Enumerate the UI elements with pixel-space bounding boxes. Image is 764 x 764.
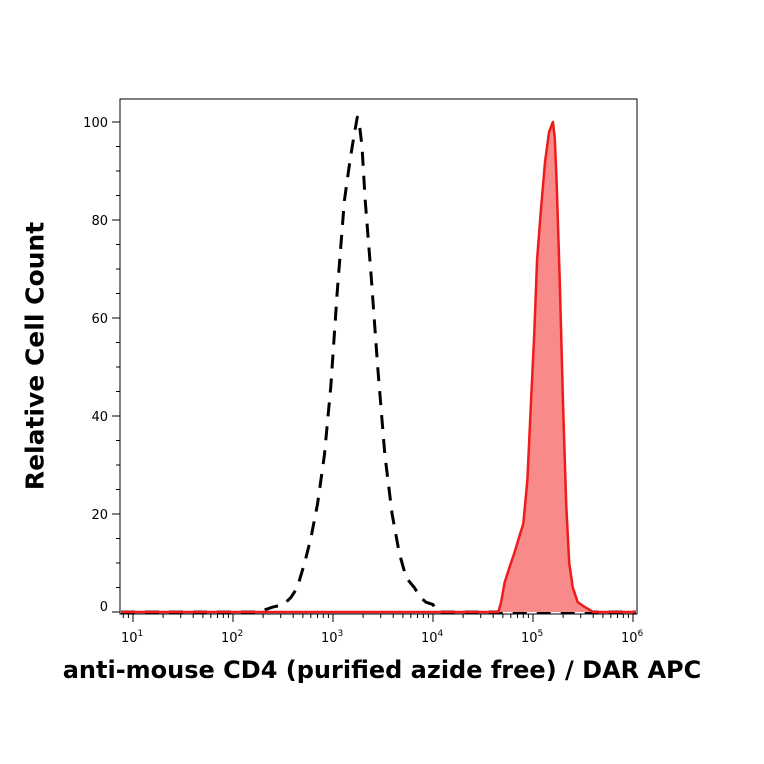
y-tick-label: 60 xyxy=(91,312,108,327)
y-tick-label: 20 xyxy=(91,508,108,523)
x-tick-label: 101 xyxy=(121,629,143,646)
y-tick-label: 100 xyxy=(83,116,108,131)
series-line-0 xyxy=(121,115,636,614)
plot-frame xyxy=(119,98,638,615)
x-tick-label: 106 xyxy=(621,629,644,646)
x-tick-exponent: 3 xyxy=(338,629,344,639)
x-tick-base: 10 xyxy=(321,631,338,646)
x-tick-base: 10 xyxy=(221,631,238,646)
x-tick-exponent: 5 xyxy=(538,629,544,639)
series-line-1 xyxy=(121,120,636,614)
x-tick-base: 10 xyxy=(121,631,138,646)
series-layer xyxy=(121,115,636,614)
y-tick-label: 0 xyxy=(100,600,108,615)
x-tick-label: 105 xyxy=(521,629,543,646)
x-tick-label: 104 xyxy=(421,629,444,646)
y-tick-label: 40 xyxy=(91,410,108,425)
y-axis-label: Relative Cell Count xyxy=(20,221,50,491)
x-tick-exponent: 4 xyxy=(438,629,444,639)
x-tick-label: 103 xyxy=(321,629,343,646)
x-tick-exponent: 2 xyxy=(238,629,244,639)
x-tick-exponent: 6 xyxy=(638,629,644,639)
y-tick-label: 80 xyxy=(91,214,108,229)
x-tick-exponent: 1 xyxy=(138,629,144,639)
x-tick-base: 10 xyxy=(621,631,638,646)
series-fill-1 xyxy=(121,122,636,612)
x-axis-label: anti-mouse CD4 (purified azide free) / D… xyxy=(62,656,702,684)
axis-ticks-layer xyxy=(112,121,634,622)
x-tick-label: 102 xyxy=(221,629,243,646)
x-tick-base: 10 xyxy=(421,631,438,646)
x-tick-base: 10 xyxy=(521,631,538,646)
